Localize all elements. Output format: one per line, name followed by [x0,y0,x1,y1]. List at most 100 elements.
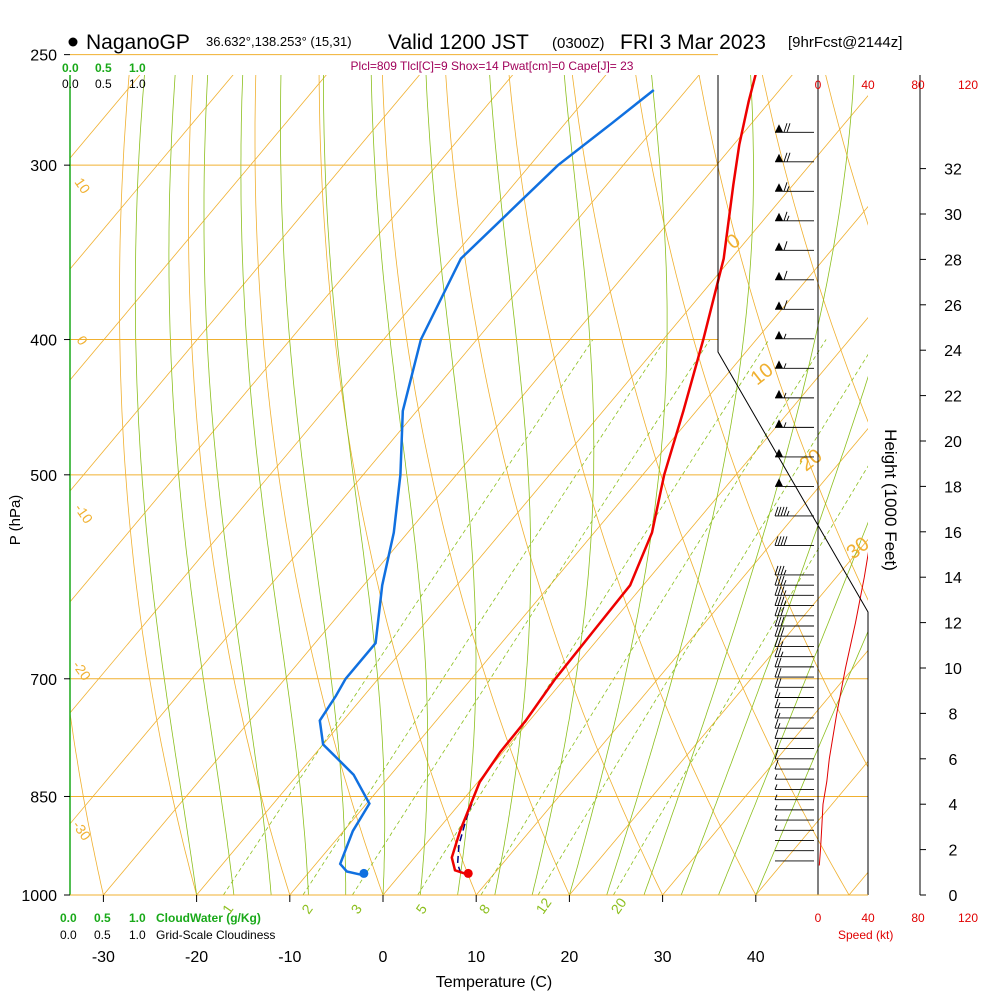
wind-barb-feather [774,596,779,606]
height-axis-label: Height (1000 Feet) [881,429,900,571]
parcel-path-line [456,803,473,874]
moist-adiabat-line [370,75,429,895]
bottom-cloud-scale: 0.0 0.5 1.0 CloudWater (g/Kg) 0.0 0.5 1.… [60,911,275,942]
temperature-line [450,75,757,875]
wind-barb-half [774,774,778,780]
temperature-tick-label: 0 [379,949,388,966]
pressure-tick-label: 250 [30,48,57,65]
wind-barb-half [774,814,778,821]
wind-barb-feather [777,565,782,576]
wind-barb-half [783,333,787,340]
moist-adiabat-line [569,75,668,895]
wind-barb-half [786,215,790,221]
height-tick-label: 6 [949,752,958,769]
height-tick-label: 22 [944,389,962,406]
station-dot-icon [68,37,78,47]
wind-barb-half [783,392,787,399]
wind-barb-feather [780,506,785,517]
profiles [318,75,868,878]
mixing-ratio-line [613,465,868,895]
wind-barb-half [774,784,778,790]
wind-barb-half [774,794,778,800]
wind-barb-feather [777,506,782,517]
cloud-water-tick-top: 1.0 [129,61,146,75]
wind-barb-half [780,641,784,647]
wind-barb-feather [777,647,782,657]
wind-barb-flag [775,153,783,162]
wind-barb-half [786,510,790,517]
speed-tick-label-top: 120 [958,78,978,92]
moist-adiabat-line [240,75,309,895]
moist-adiabat-line [606,75,754,895]
moist-adiabat-line [680,375,868,895]
pressure-tick-label: 1000 [21,888,57,905]
cloudiness-tick-top: 0.5 [95,77,112,91]
wind-barb-feather [780,565,785,576]
moist-adiabat-line [643,75,855,895]
moist-adiabat-line [531,75,595,895]
wind-barb-flag [775,242,783,251]
dewpoint-line [318,89,655,876]
wind-barb-feather [783,300,788,310]
wind-barb-feather [777,627,782,637]
wind-barb-feather [783,536,788,546]
dry-adiabat-line [254,75,384,895]
wind-barb-feather [780,616,785,627]
cloudiness-tick-top: 1.0 [129,77,146,91]
temperature-tick-label: 40 [747,949,765,966]
moist-adiabat-line [168,75,235,895]
wind-barb-feather [777,596,782,606]
wind-barb-half [786,186,790,192]
wind-barb-feather [780,536,785,546]
wind-barb-half [783,363,787,369]
moist-adiabat-line [203,75,272,895]
wind-barb-feather [774,616,779,627]
wind-barb-feather [777,606,782,616]
wind-barb-feather [777,637,782,647]
height-tick-label: 30 [944,207,962,224]
moist-adiabat-line [322,75,386,895]
wind-barb-feather [777,616,782,627]
isotherm-line [70,75,234,270]
wind-barb-flag [775,212,783,221]
height-tick-label: 14 [944,570,962,587]
station-name: NaganoGP [86,31,190,54]
wind-barb-feather [774,729,779,739]
wind-barb-flag [775,448,783,457]
wind-barb-feather [777,667,782,678]
wind-barb-feather [774,698,779,708]
isotherm-line [662,649,868,895]
wind-barb-feather [774,586,779,596]
wind-barb-feather [774,536,779,546]
speed-tick-label-bottom: 40 [861,911,875,925]
height-tick-label: 32 [944,162,962,179]
cloudiness-label: Grid-Scale Cloudiness [156,928,275,942]
temperature-ticks: -30 -20 -10 0 10 20 30 40 [92,895,765,966]
surface-dewpoint-marker [359,868,369,878]
moist-adiabat-line [718,521,868,895]
pressure-tick-label: 700 [30,672,57,689]
wind-barb-feather [774,678,779,688]
speed-tick-label-top: 80 [911,78,925,92]
wind-barb-half [780,651,784,657]
wind-barb-feather [777,586,782,596]
wind-barb-half [777,712,781,719]
wind-barb-feather [774,637,779,647]
isotherm-line [475,427,868,895]
pressure-tick-label: 850 [30,789,57,806]
wind-barb-feather [783,270,788,280]
height-tick-label: 0 [949,888,958,905]
wind-barb-feather [783,211,788,221]
wind-barb-flag [775,360,783,369]
moist-adiabat-line [755,630,868,895]
wind-barb-feather [774,708,779,719]
wind-barb-feather [780,606,785,616]
wind-barb-half [783,590,787,596]
wind-barb-feather [774,719,779,729]
wind-barb-feather [780,576,785,586]
wind-barb-half [774,825,778,831]
wind-barb-half [783,600,787,606]
